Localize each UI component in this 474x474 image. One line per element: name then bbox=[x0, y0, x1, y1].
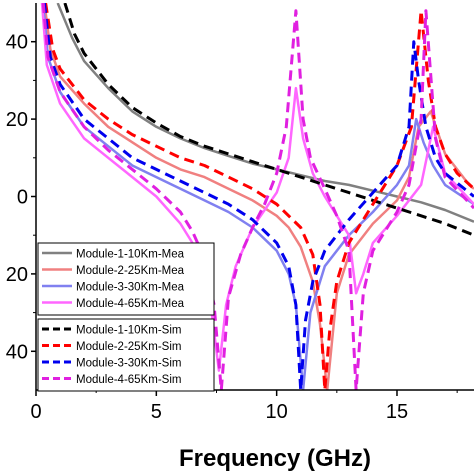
series-line-module-1-10km-sim bbox=[63, 3, 474, 237]
y-tick-label: 40 bbox=[6, 32, 28, 54]
legend-label: Module-3-30Km-Sim bbox=[76, 358, 181, 370]
series-line-module-4-65km-sim bbox=[41, 3, 474, 390]
legend: Module-1-10Km-Mea Module-2-25Km-Mea Module… bbox=[37, 242, 215, 392]
x-axis-title: Frequency (GHz) bbox=[179, 445, 371, 472]
x-tick-label: 5 bbox=[151, 401, 162, 423]
legend-label: Module-4-65Km-Sim bbox=[76, 374, 181, 386]
legend-label: Module-1-10Km-Sim bbox=[76, 325, 181, 337]
y-tick-label: 0 bbox=[17, 187, 28, 209]
x-tick-label: 15 bbox=[386, 401, 408, 423]
y-tick-label: 20 bbox=[6, 264, 28, 286]
series-line-module-2-25km-sim bbox=[44, 3, 474, 390]
legend-label: Module-2-25Km-Mea bbox=[76, 265, 185, 277]
series-line-module-2-25km-mea bbox=[43, 3, 474, 390]
series-line-module-3-30km-sim bbox=[42, 3, 474, 390]
legend-label: Module-2-25Km-Sim bbox=[76, 341, 181, 353]
series-line-module-1-10km-mea bbox=[56, 3, 474, 223]
series-line-module-4-65km-mea bbox=[40, 3, 474, 372]
legend-label: Module-1-10Km-Mea bbox=[76, 249, 185, 261]
y-tick-label: 40 bbox=[6, 341, 28, 363]
legend-label: Module-3-30Km-Mea bbox=[76, 282, 185, 294]
y-tick-label: 20 bbox=[6, 109, 28, 131]
x-tick-label: 10 bbox=[266, 401, 288, 423]
x-tick-label: 0 bbox=[30, 401, 41, 423]
legend-label: Module-4-65Km-Mea bbox=[76, 298, 185, 310]
series-layer bbox=[40, 3, 474, 390]
